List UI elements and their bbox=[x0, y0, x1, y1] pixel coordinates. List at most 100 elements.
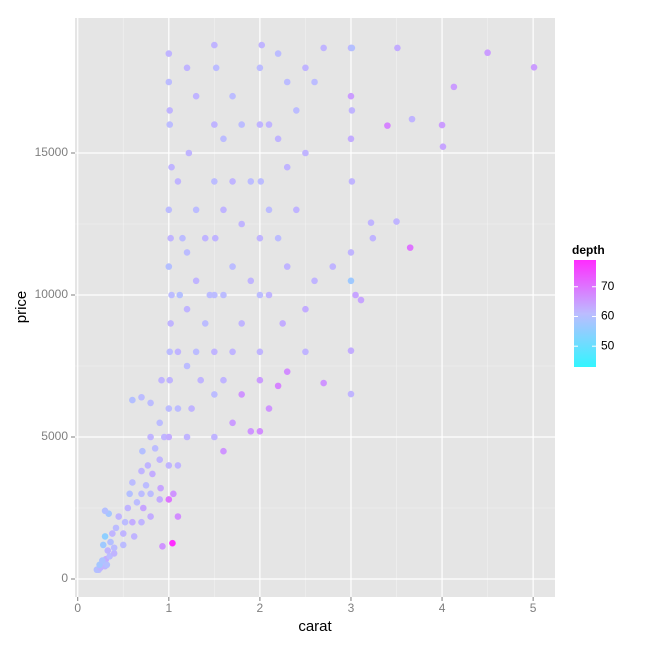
point bbox=[139, 447, 146, 455]
point bbox=[192, 206, 200, 214]
point bbox=[168, 163, 175, 171]
point bbox=[174, 178, 182, 185]
point bbox=[220, 376, 227, 384]
point bbox=[450, 83, 458, 91]
point bbox=[211, 433, 218, 441]
point bbox=[265, 206, 273, 214]
point bbox=[112, 524, 120, 532]
point bbox=[166, 348, 174, 356]
point bbox=[256, 376, 264, 384]
point bbox=[265, 121, 273, 128]
point bbox=[238, 121, 245, 128]
point bbox=[167, 320, 174, 327]
point bbox=[138, 467, 145, 475]
point bbox=[274, 135, 282, 143]
point bbox=[166, 121, 174, 128]
y-tick-label: 0 bbox=[61, 571, 68, 585]
point bbox=[320, 379, 327, 387]
point bbox=[138, 518, 145, 526]
point bbox=[347, 347, 355, 354]
point bbox=[247, 277, 255, 285]
y-tick-label: 15000 bbox=[35, 145, 69, 159]
point bbox=[247, 178, 255, 185]
point bbox=[352, 291, 359, 299]
point bbox=[130, 533, 138, 540]
point bbox=[183, 362, 191, 370]
point bbox=[348, 44, 356, 52]
point bbox=[293, 107, 300, 114]
point bbox=[160, 433, 168, 441]
point bbox=[394, 44, 401, 52]
point bbox=[220, 135, 227, 143]
point bbox=[347, 249, 355, 256]
point bbox=[147, 433, 154, 441]
point bbox=[229, 419, 236, 427]
point bbox=[211, 178, 218, 185]
point bbox=[201, 234, 209, 242]
point bbox=[211, 41, 218, 49]
point bbox=[256, 121, 264, 128]
point bbox=[147, 490, 154, 498]
point bbox=[484, 49, 491, 57]
point bbox=[183, 64, 191, 72]
point bbox=[438, 121, 446, 129]
point bbox=[156, 419, 164, 427]
point bbox=[256, 234, 264, 242]
point bbox=[258, 41, 266, 49]
point bbox=[279, 320, 286, 327]
point bbox=[439, 143, 447, 150]
point bbox=[110, 550, 118, 557]
point bbox=[168, 291, 175, 299]
point bbox=[220, 447, 227, 455]
point bbox=[183, 305, 191, 313]
point bbox=[129, 479, 136, 486]
point bbox=[220, 206, 227, 214]
legend-label: 70 bbox=[601, 279, 615, 293]
point bbox=[188, 405, 195, 412]
point bbox=[274, 234, 282, 242]
point bbox=[302, 149, 309, 157]
point bbox=[174, 348, 182, 356]
point bbox=[229, 178, 236, 185]
point bbox=[151, 445, 159, 452]
x-tick-label: 4 bbox=[439, 601, 446, 615]
point bbox=[165, 462, 173, 469]
point bbox=[138, 393, 145, 401]
point bbox=[119, 541, 127, 549]
point bbox=[265, 405, 273, 412]
point bbox=[274, 50, 282, 57]
point bbox=[166, 107, 174, 114]
point bbox=[247, 428, 255, 435]
point bbox=[166, 376, 174, 384]
point bbox=[211, 291, 218, 299]
point bbox=[119, 530, 127, 537]
point bbox=[348, 178, 356, 185]
point bbox=[257, 178, 265, 185]
point bbox=[138, 490, 145, 498]
point bbox=[149, 470, 156, 478]
y-axis-title: price bbox=[13, 291, 30, 324]
point bbox=[329, 263, 337, 270]
point bbox=[229, 348, 236, 356]
point bbox=[142, 481, 150, 489]
point bbox=[311, 277, 318, 285]
point bbox=[347, 92, 355, 100]
point bbox=[384, 122, 391, 129]
point bbox=[103, 561, 111, 569]
point bbox=[165, 263, 173, 270]
point bbox=[283, 78, 291, 86]
point bbox=[156, 456, 164, 464]
point bbox=[101, 533, 109, 540]
legend-label: 60 bbox=[601, 309, 615, 323]
point bbox=[158, 376, 165, 384]
point bbox=[165, 496, 173, 503]
point bbox=[174, 513, 182, 520]
point bbox=[133, 499, 141, 506]
point bbox=[156, 496, 164, 503]
point bbox=[293, 206, 300, 214]
point bbox=[147, 513, 154, 520]
point bbox=[144, 462, 152, 469]
point bbox=[238, 220, 245, 228]
colorbar bbox=[574, 260, 596, 367]
